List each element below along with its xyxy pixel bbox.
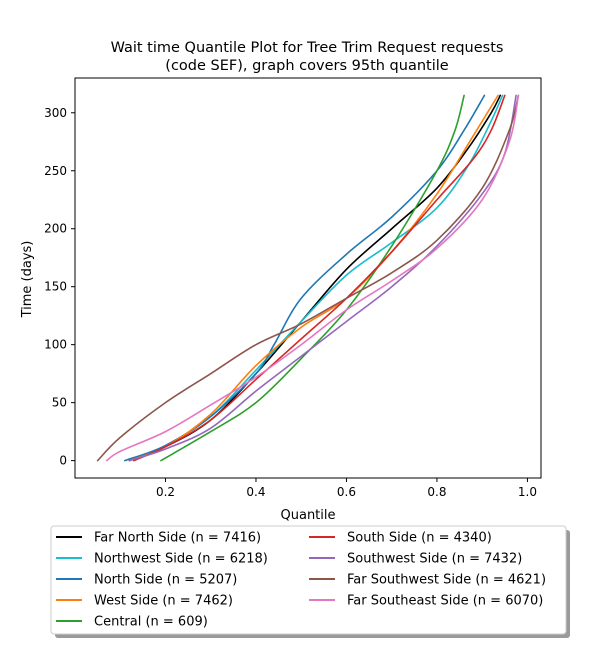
series-line-4 — [160, 94, 465, 462]
legend-label: Far Southeast Side (n = 6070) — [347, 594, 543, 609]
legend-label: South Side (n = 4340) — [347, 531, 492, 546]
series-line-6 — [128, 94, 517, 462]
y-axis-label: Time (days) — [20, 241, 35, 319]
legend-box — [50, 525, 567, 635]
series-line-0 — [128, 94, 502, 462]
x-tick-label: 0.2 — [156, 485, 175, 499]
legend-label: Northwest Side (n = 6218) — [94, 552, 268, 567]
x-tick-label: 0.4 — [246, 485, 265, 499]
legend-label: Far Southwest Side (n = 4621) — [347, 573, 546, 588]
legend-label: Central (n = 609) — [94, 615, 208, 630]
legend: Far North Side (n = 7416) Northwest Side … — [50, 525, 570, 638]
y-tick-label: 250 — [44, 164, 67, 178]
chart-title-line-2: (code SEF), graph covers 95th quantile — [165, 58, 448, 74]
series-line-3 — [128, 94, 499, 462]
chart-title-line-1: Wait time Quantile Plot for Tree Trim Re… — [111, 40, 504, 56]
y-tick-label: 150 — [44, 280, 67, 294]
chart-title: Wait time Quantile Plot for Tree Trim Re… — [111, 40, 504, 74]
x-tick-label: 0.8 — [427, 485, 446, 499]
legend-label: Southwest Side (n = 7432) — [347, 552, 522, 567]
legend-label: North Side (n = 5207) — [94, 573, 237, 588]
x-axis-label: Quantile — [281, 508, 336, 523]
series-line-2 — [123, 94, 486, 462]
legend-label: Far North Side (n = 7416) — [94, 531, 261, 546]
y-tick-label: 100 — [44, 338, 67, 352]
series-line-8 — [105, 94, 520, 462]
series-line-7 — [96, 94, 520, 462]
y-tick-label: 200 — [44, 222, 67, 236]
plot-area-frame — [74, 77, 542, 479]
plot-series-group — [96, 94, 520, 462]
y-tick-label: 0 — [59, 454, 67, 468]
y-tick-label: 300 — [44, 106, 67, 120]
legend-label: West Side (n = 7462) — [94, 594, 233, 609]
x-tick-label: 0.6 — [337, 485, 356, 499]
legend-items: Far North Side (n = 7416) Northwest Side … — [56, 531, 546, 630]
x-axis-ticks: 0.2 0.4 0.6 0.8 1.0 — [156, 478, 537, 499]
y-tick-label: 50 — [52, 396, 67, 410]
x-tick-label: 1.0 — [518, 485, 537, 499]
y-axis-ticks: 0 50 100 150 200 250 300 — [44, 106, 75, 468]
